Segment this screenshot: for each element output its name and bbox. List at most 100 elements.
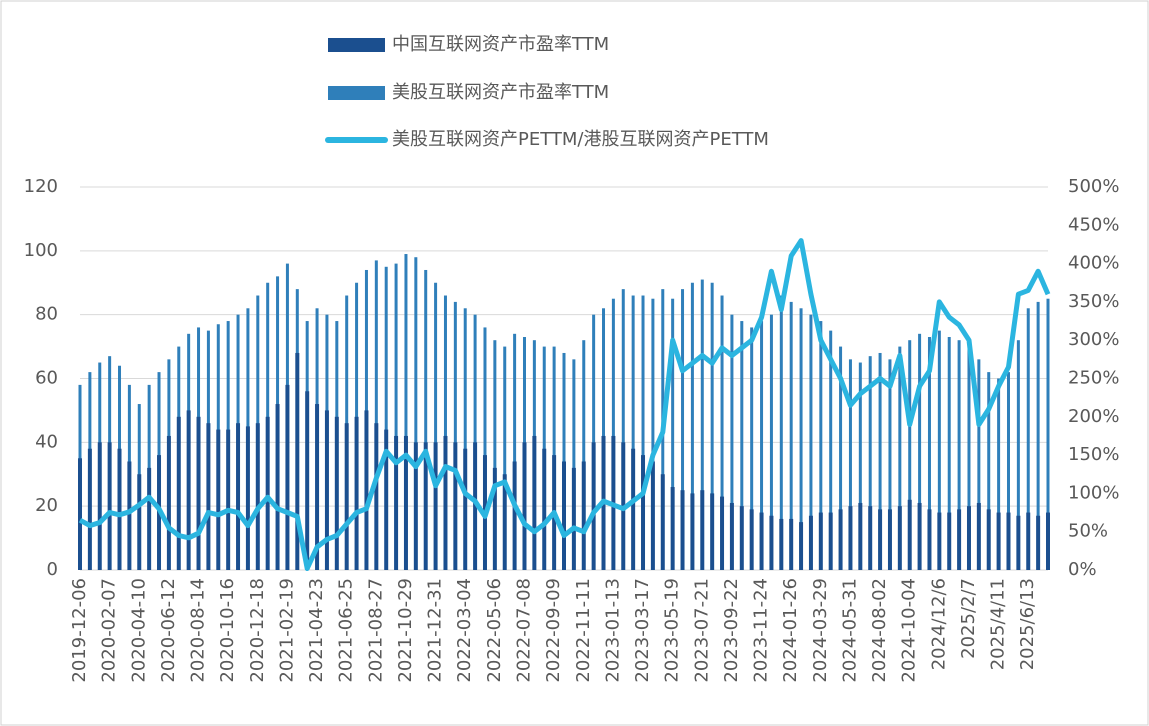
bar <box>206 423 211 570</box>
bar <box>908 340 912 570</box>
bar <box>927 509 932 570</box>
bar <box>641 295 645 570</box>
lines <box>78 238 1051 571</box>
bar <box>196 416 201 570</box>
bar <box>760 321 764 570</box>
bar <box>403 435 408 570</box>
bar <box>957 509 962 570</box>
bar <box>255 423 260 570</box>
bar <box>483 327 487 570</box>
bar <box>364 410 369 570</box>
bar <box>957 340 961 570</box>
bar <box>621 289 625 570</box>
bar <box>176 416 181 570</box>
bar <box>275 404 280 570</box>
x-tick-label: 2021-06-25 <box>336 578 357 683</box>
bar <box>513 333 517 570</box>
bar <box>897 506 902 570</box>
bar <box>265 416 270 570</box>
bar <box>492 467 497 570</box>
bar <box>779 295 783 570</box>
bar <box>404 254 408 570</box>
bar <box>137 474 142 570</box>
bar <box>78 458 82 570</box>
bar <box>117 448 122 570</box>
x-tick-label: 2020-12-18 <box>247 578 268 683</box>
x-tick-label: 2024-01-26 <box>780 578 801 683</box>
x-tick-label: 2020-02-07 <box>99 578 120 683</box>
bar <box>818 512 823 570</box>
bar <box>997 378 1001 570</box>
bar <box>1046 298 1050 570</box>
bar <box>1006 372 1010 570</box>
bar <box>591 442 596 570</box>
bar <box>384 266 388 570</box>
bar <box>987 372 991 570</box>
bar <box>868 506 873 570</box>
bar <box>344 423 349 570</box>
bar <box>828 512 833 570</box>
x-tick-label: 2025/4/11 <box>988 578 1009 670</box>
bar <box>107 442 112 570</box>
bar <box>671 298 675 570</box>
bar <box>986 509 991 570</box>
bar <box>295 352 300 570</box>
bar <box>739 506 744 570</box>
legend-swatch <box>328 86 385 100</box>
bar <box>759 512 764 570</box>
bar <box>1026 308 1030 570</box>
bar <box>354 416 359 570</box>
bar <box>917 502 922 570</box>
bar <box>907 499 912 570</box>
bar <box>710 282 714 570</box>
x-tick-label: 2021-02-19 <box>276 578 297 683</box>
bar <box>720 496 725 570</box>
y-tick-label: 20 <box>35 495 58 516</box>
y-tick-label: 40 <box>35 431 58 452</box>
x-tick-label: 2020-08-14 <box>188 578 209 683</box>
y-tick-label: 120 <box>24 176 58 197</box>
x-tick-label: 2025/2/7 <box>958 578 979 659</box>
bar <box>166 435 171 570</box>
bar <box>878 352 882 570</box>
bar <box>453 442 458 570</box>
bar <box>839 346 843 570</box>
bar <box>789 518 794 570</box>
x-tick-label: 2024-10-04 <box>899 578 920 683</box>
bar <box>582 340 586 570</box>
bar <box>572 359 576 570</box>
bar <box>937 512 942 570</box>
x-tick-label: 2020-04-10 <box>128 578 149 683</box>
y-tick-label: 60 <box>35 368 58 389</box>
bar <box>611 298 615 570</box>
bar <box>819 321 823 570</box>
x-tick-label: 2021-08-27 <box>365 578 386 683</box>
bar <box>730 314 734 570</box>
bar <box>453 301 457 570</box>
grid <box>80 186 1048 571</box>
bar <box>87 448 92 570</box>
bar <box>838 509 843 570</box>
x-tick-label: 2020-06-12 <box>158 578 179 683</box>
bar <box>947 512 952 570</box>
x-tick-label: 2023-09-22 <box>721 578 742 683</box>
bar <box>898 346 902 570</box>
legend: 中国互联网资产市盈率TTM 美股互联网资产市盈率TTM 美股互联网资产PETTM/港… <box>325 34 769 150</box>
bar <box>789 301 793 570</box>
x-tick-label: 2021-04-23 <box>306 578 327 683</box>
bar <box>878 509 883 570</box>
bar <box>433 442 438 570</box>
bar <box>236 423 241 570</box>
bar <box>285 384 290 570</box>
bar <box>750 327 754 570</box>
bar <box>710 493 715 570</box>
bar <box>473 442 478 570</box>
bar <box>996 512 1001 570</box>
bar <box>690 282 694 570</box>
bar <box>216 429 221 570</box>
bar <box>749 509 754 570</box>
y-tick-label: 100 <box>24 240 58 261</box>
x-tick-label: 2022-11-11 <box>573 578 594 683</box>
bar <box>571 467 576 570</box>
x-tick-label: 2025/6/13 <box>1017 578 1038 670</box>
